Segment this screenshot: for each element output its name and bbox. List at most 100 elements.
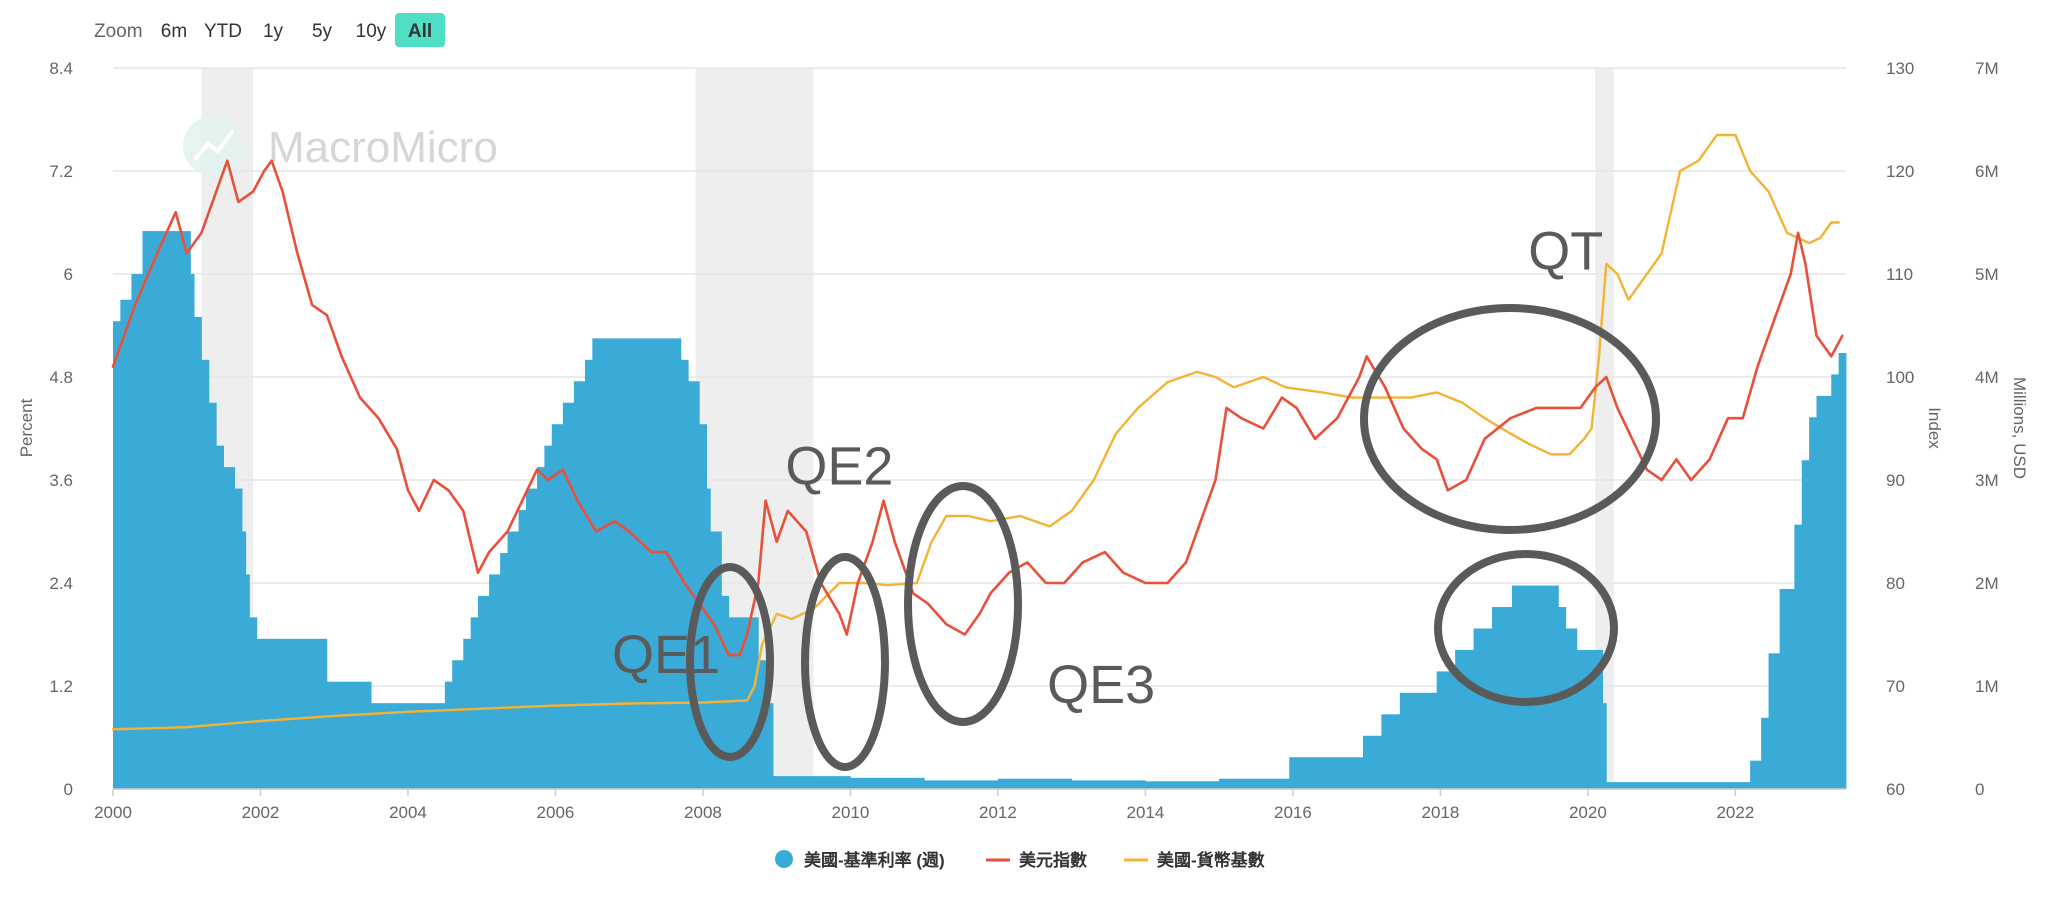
annotation-qe2: QE2 <box>785 436 893 496</box>
rate-bar <box>507 531 519 789</box>
legend-item-monetary-base[interactable]: 美國-貨幣基數 <box>1124 850 1265 870</box>
rate-bar <box>194 316 202 789</box>
left-tick-label: 0 <box>64 780 73 799</box>
annotation-labels: QE1 QE2 QE3 QT <box>612 222 1603 715</box>
rate-bar <box>1816 395 1832 789</box>
rate-bar <box>120 299 132 789</box>
usd-tick-label: 4M <box>1975 368 1999 387</box>
left-tick-label: 1.2 <box>49 677 73 696</box>
x-tick-label: 2002 <box>242 803 280 822</box>
qe3-ellipse <box>904 482 1022 726</box>
rate-bar <box>813 776 851 789</box>
rate-bar <box>537 467 545 789</box>
left-axis-title: Percent <box>17 398 36 457</box>
rate-bar <box>765 703 774 789</box>
zoom-button-label: 1y <box>263 21 284 42</box>
rate-bar <box>584 359 593 789</box>
rate-bar <box>1071 780 1146 789</box>
left-tick-label: 2.4 <box>49 574 73 593</box>
rate-bar <box>1838 352 1847 789</box>
x-tick-label: 2006 <box>537 803 575 822</box>
watermark-logo-icon <box>183 116 243 176</box>
rate-bar <box>113 321 121 789</box>
usd-tick-label: 6M <box>1975 162 1999 181</box>
rate-bar <box>924 780 999 789</box>
rate-bar <box>573 381 586 789</box>
zoom-button-all[interactable]: All <box>395 13 445 47</box>
usd-tick-label: 7M <box>1975 59 1999 78</box>
legend-swatch <box>775 850 793 868</box>
x-tick-label: 2010 <box>832 803 870 822</box>
qe1-ellipse <box>686 563 774 761</box>
index-tick-label: 80 <box>1886 574 1905 593</box>
legend-label: 美國-基準利率 (週) <box>804 850 945 870</box>
rate-bar <box>256 638 328 789</box>
rate-bar <box>500 552 508 789</box>
monetary-base-line <box>111 133 1840 731</box>
rate-bar <box>1768 653 1781 789</box>
index-tick-label: 100 <box>1886 368 1914 387</box>
x-tick-label: 2004 <box>389 803 427 822</box>
index-tick-label: 90 <box>1886 471 1905 490</box>
series-lines <box>111 133 1844 731</box>
qe2-ellipse <box>801 553 889 771</box>
left-tick-label: 8.4 <box>49 59 73 78</box>
zoom-button-label: YTD <box>204 21 242 42</box>
zoom-button-5y[interactable]: 5y <box>312 21 333 42</box>
rate-bar <box>1473 628 1493 789</box>
legend-item-dollar-index[interactable]: 美元指數 <box>986 850 1087 870</box>
rate-bar <box>773 776 814 789</box>
annotation-ellipses <box>686 304 1660 771</box>
zoom-button-ytd[interactable]: YTD <box>204 21 242 42</box>
rate-bar <box>1145 781 1220 789</box>
recession-bands <box>201 68 1614 789</box>
rate-bar <box>1565 628 1578 789</box>
rate-bar <box>1602 703 1607 789</box>
rate-bar <box>1289 757 1364 789</box>
rate-bar <box>562 402 575 789</box>
rate-bar <box>518 510 527 789</box>
rate-bar <box>478 595 490 789</box>
index-tick-label: 60 <box>1886 780 1905 799</box>
annotation-qe1: QE1 <box>612 625 720 685</box>
rate-bar <box>1362 735 1382 789</box>
index-tick-label: 130 <box>1886 59 1914 78</box>
legend-item-fed-rate[interactable]: 美國-基準利率 (週) <box>775 850 945 870</box>
rate-bar <box>710 531 722 789</box>
x-tick-label: 2000 <box>94 803 132 822</box>
index-tick-label: 70 <box>1886 677 1905 696</box>
rate-bar <box>1728 782 1751 789</box>
zoom-button-10y[interactable]: 10y <box>356 21 387 42</box>
annotation-qt: QT <box>1528 222 1603 282</box>
dollar-index-line <box>111 159 1844 657</box>
rate-bar <box>452 660 464 789</box>
rate-bar <box>245 574 250 789</box>
usd-tick-label: 0 <box>1975 780 1984 799</box>
rate-bar <box>183 231 191 790</box>
rate-bar <box>1809 417 1817 789</box>
rate-bar <box>699 424 708 789</box>
usd-tick-label: 1M <box>1975 677 1999 696</box>
qt-ellipse <box>1360 304 1660 534</box>
rate-bar <box>1436 671 1456 789</box>
rate-bar <box>525 488 538 789</box>
x-tick-label: 2016 <box>1274 803 1312 822</box>
rate-bar <box>142 231 158 790</box>
rate-bar <box>131 274 143 789</box>
left-tick-label: 7.2 <box>49 162 73 181</box>
zoom-button-1y[interactable]: 1y <box>263 21 284 42</box>
rate-bar <box>1761 717 1769 789</box>
rate-bar <box>223 467 236 789</box>
zoom-button-6m[interactable]: 6m <box>161 21 187 42</box>
zoom-button-label: 5y <box>312 21 333 42</box>
rate-bar <box>1831 374 1840 789</box>
rate-bar <box>444 681 453 789</box>
zoom-label: Zoom <box>94 21 143 42</box>
annotation-qe3: QE3 <box>1047 655 1155 715</box>
x-tick-label: 2012 <box>979 803 1017 822</box>
rate-bar <box>489 574 501 789</box>
rate-bar <box>242 531 247 789</box>
x-tick-label: 2008 <box>684 803 722 822</box>
rate-bar <box>551 424 564 789</box>
watermark: MacroMicro <box>183 116 498 176</box>
